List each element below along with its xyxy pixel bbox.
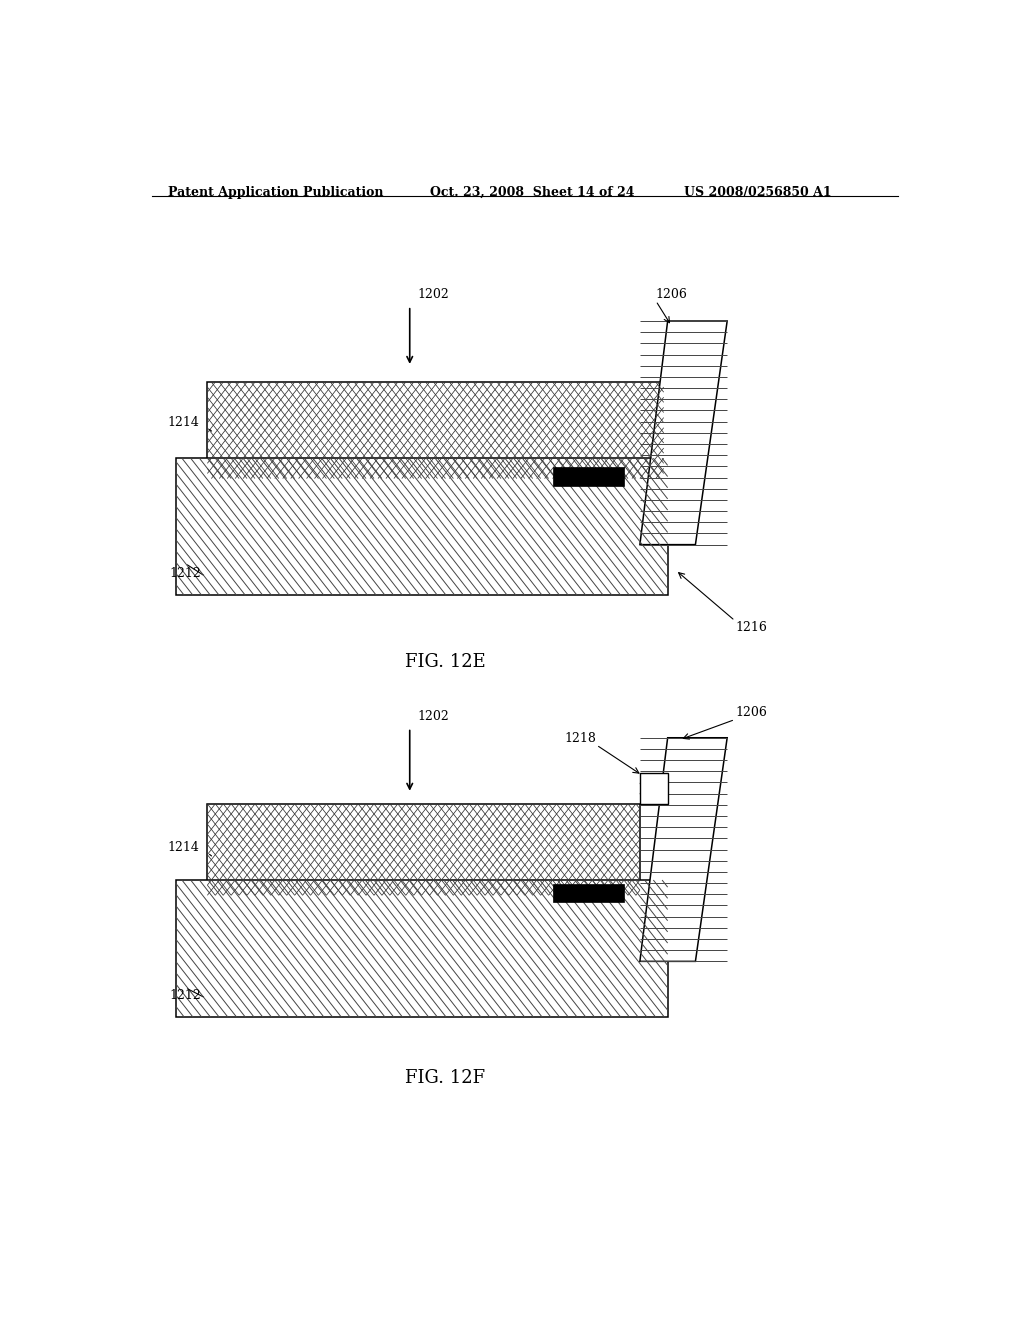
Text: 1216: 1216 bbox=[735, 620, 767, 634]
Text: 1212: 1212 bbox=[169, 989, 201, 1002]
Bar bbox=[176, 458, 668, 595]
Text: 1214: 1214 bbox=[168, 841, 200, 854]
Polygon shape bbox=[640, 321, 727, 545]
Text: 1214: 1214 bbox=[168, 416, 200, 429]
Bar bbox=[176, 880, 668, 1018]
Text: 1206: 1206 bbox=[735, 706, 767, 719]
Bar bbox=[207, 381, 664, 479]
Text: 1206: 1206 bbox=[655, 288, 688, 301]
Bar bbox=[553, 467, 624, 486]
Bar bbox=[640, 774, 668, 804]
Text: FIG. 12F: FIG. 12F bbox=[406, 1069, 485, 1088]
Text: 1218: 1218 bbox=[564, 731, 596, 744]
Polygon shape bbox=[640, 738, 727, 961]
Text: FIG. 12E: FIG. 12E bbox=[406, 652, 485, 671]
Text: Oct. 23, 2008  Sheet 14 of 24: Oct. 23, 2008 Sheet 14 of 24 bbox=[430, 186, 634, 199]
Bar bbox=[553, 884, 624, 903]
Text: US 2008/0256850 A1: US 2008/0256850 A1 bbox=[684, 186, 831, 199]
Text: 1202: 1202 bbox=[418, 710, 450, 722]
Text: 1212: 1212 bbox=[169, 568, 201, 579]
Text: Patent Application Publication: Patent Application Publication bbox=[168, 186, 383, 199]
Text: 1202: 1202 bbox=[418, 288, 450, 301]
Bar bbox=[207, 804, 640, 895]
